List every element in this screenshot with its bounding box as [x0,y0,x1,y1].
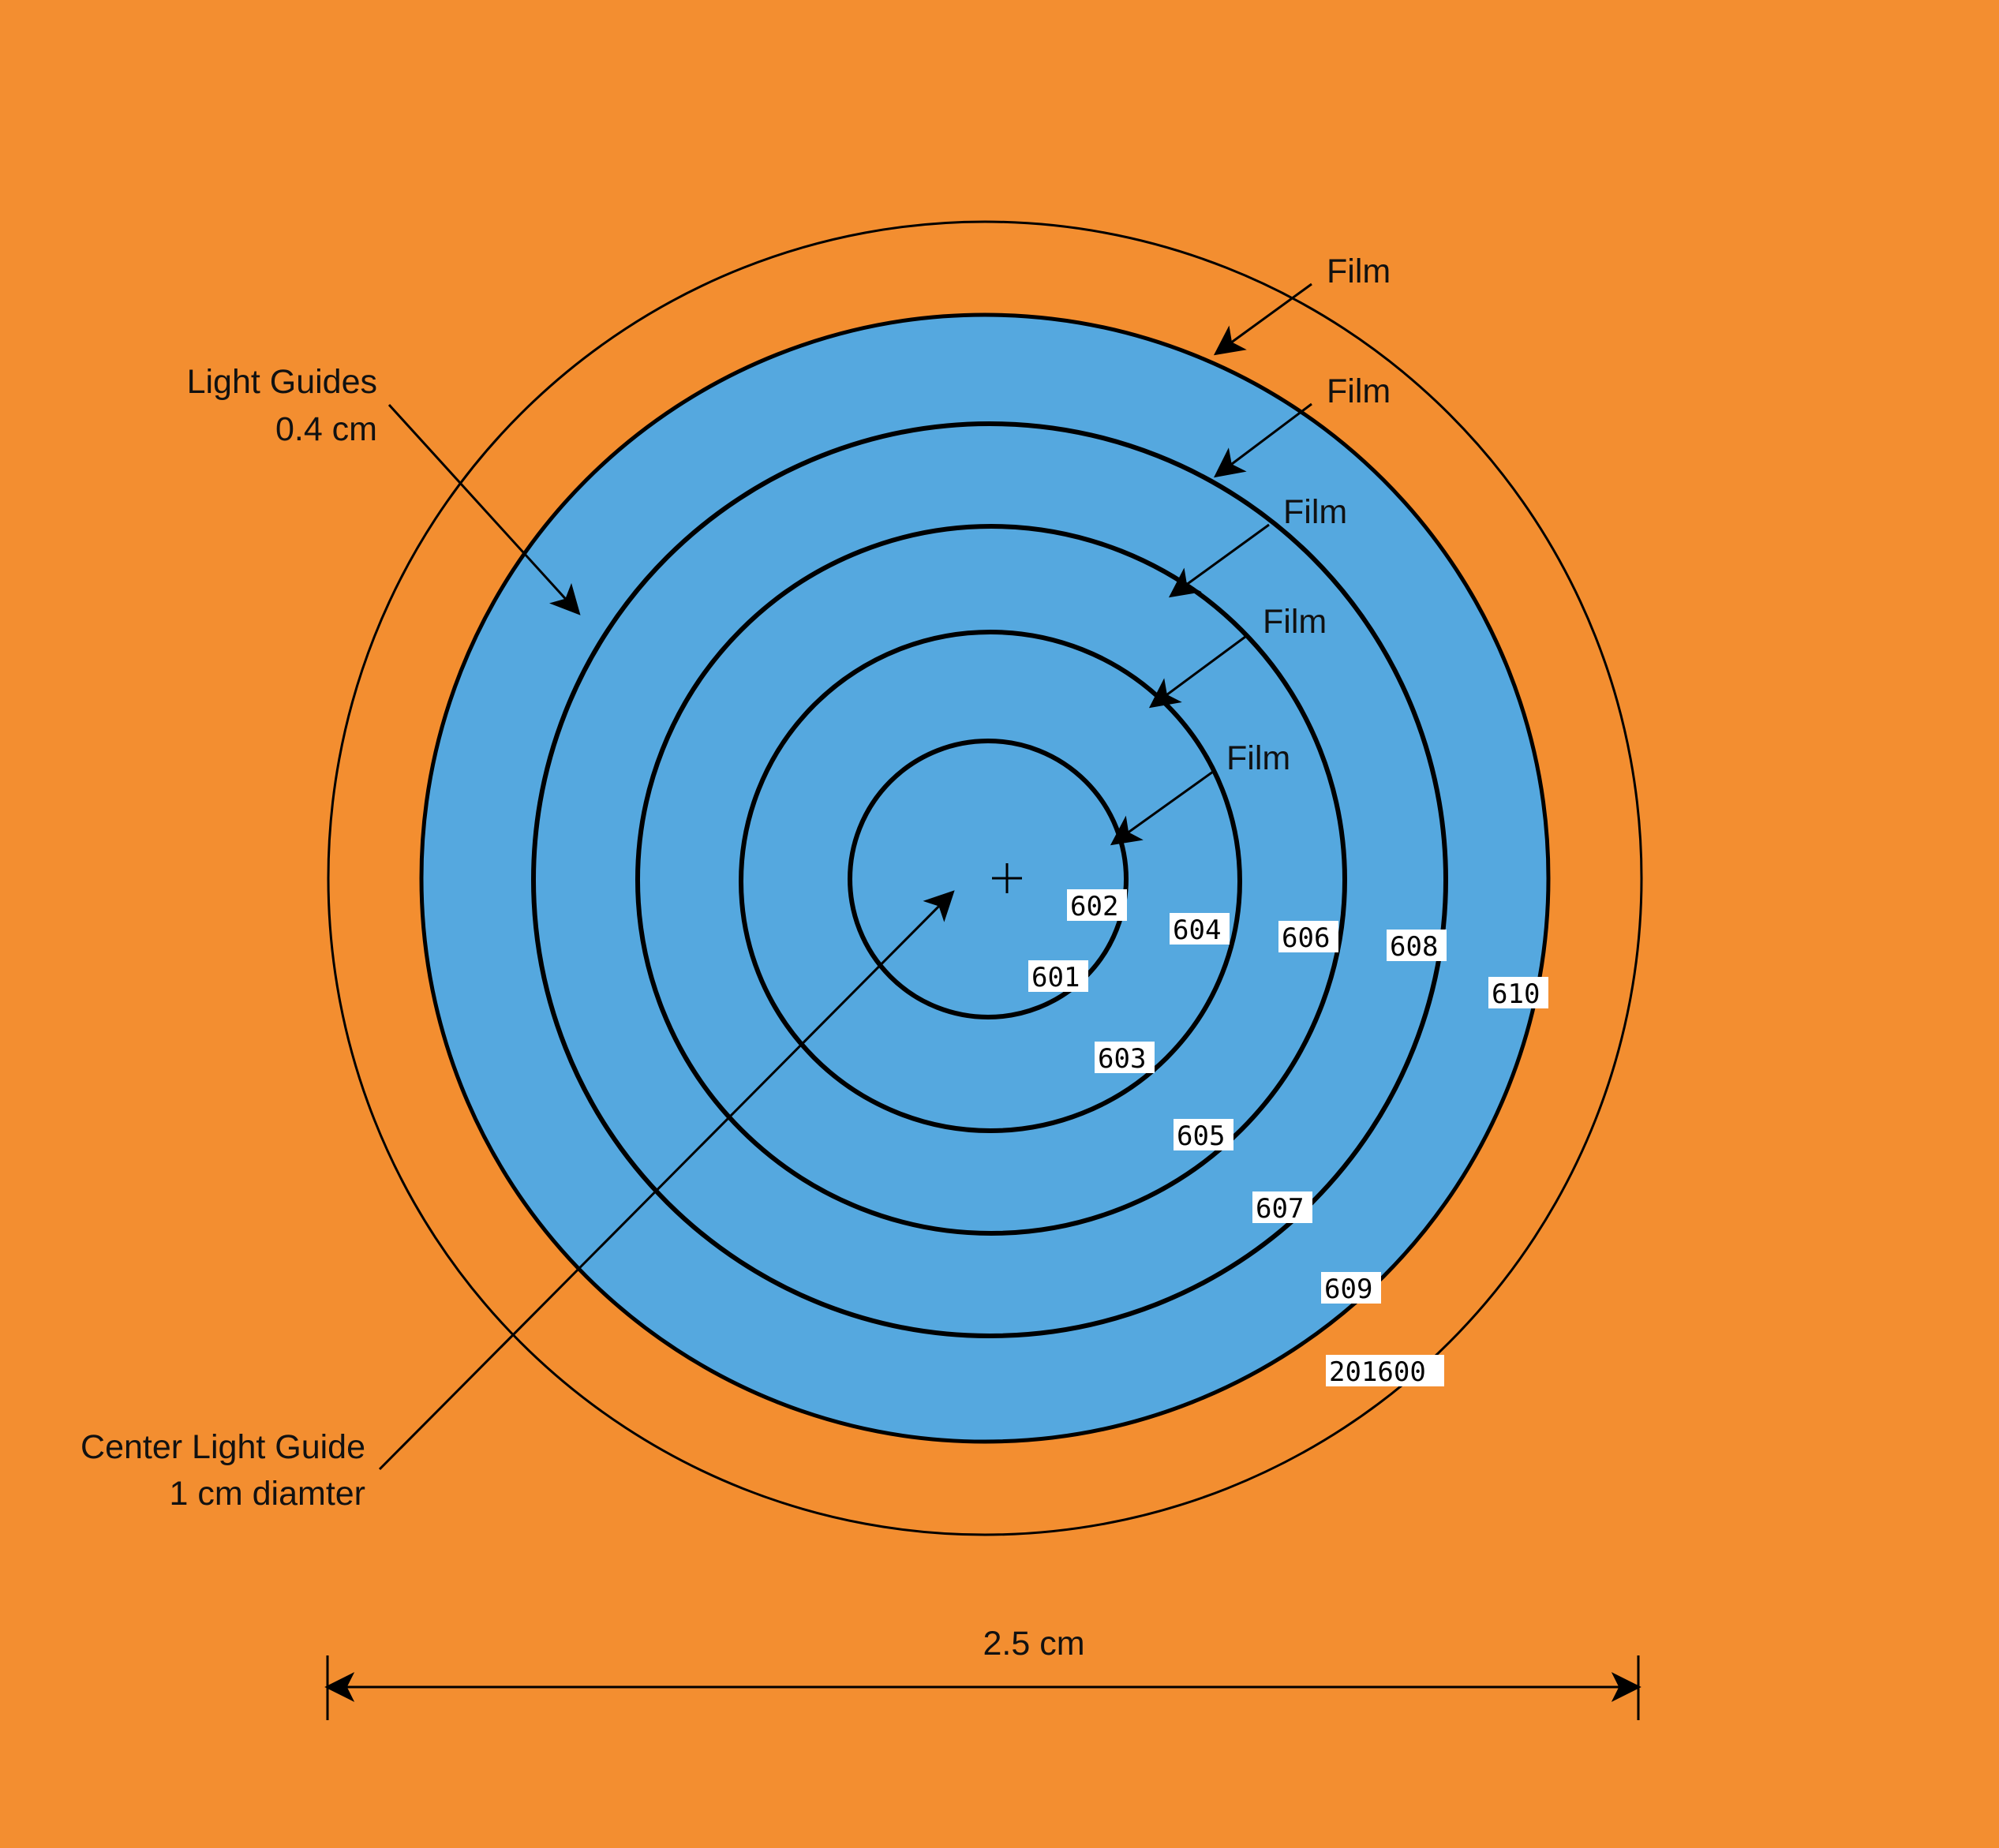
film-label-5: Film [1226,739,1290,777]
center-light-guide-label: Center Light Guide [80,1428,365,1466]
svg-text:606: 606 [1282,922,1330,954]
tag-201600: 201600 [1326,1355,1444,1388]
svg-text:602: 602 [1070,891,1118,922]
svg-text:201600: 201600 [1329,1356,1426,1388]
light-guides-arrow [387,403,581,615]
film-arrow-2 [1213,402,1312,478]
tag-606: 606 [1278,921,1338,954]
tag-605: 605 [1174,1119,1233,1152]
tag-609: 609 [1321,1272,1381,1305]
dimension-indicator [324,1655,1642,1720]
film-label-4: Film [1263,603,1327,641]
tag-604: 604 [1170,913,1230,946]
tag-603: 603 [1095,1042,1155,1075]
film-arrow-4 [1148,633,1249,709]
tag-602: 602 [1067,889,1127,922]
svg-text:603: 603 [1098,1043,1146,1075]
outer-boundary-ring [327,220,1643,1536]
center-cross-mark [992,863,1022,893]
film-arrow-1 [1213,282,1312,356]
dimension-label: 2.5 cm [983,1625,1084,1663]
light-guides-thickness-label: 0.4 cm [275,410,377,448]
svg-text:609: 609 [1324,1274,1372,1305]
film-label-1: Film [1327,253,1391,290]
film-label-3: Film [1283,493,1347,531]
film-label-2: Film [1327,372,1391,410]
svg-text:610: 610 [1492,978,1540,1010]
film-ring-4 [531,421,1448,1338]
light-guides-label: Light Guides [187,363,377,401]
svg-text:607: 607 [1256,1193,1304,1225]
film-arrow-3 [1168,523,1270,598]
film-arrow-5 [1110,770,1214,846]
tag-607: 607 [1252,1191,1312,1225]
tag-610: 610 [1488,977,1548,1010]
tag-601: 601 [1028,960,1088,993]
tag-608: 608 [1387,930,1447,963]
svg-text:604: 604 [1173,915,1221,946]
svg-text:605: 605 [1177,1120,1225,1152]
center-light-guide-diameter-label: 1 cm diamter [169,1475,365,1513]
svg-text:608: 608 [1390,931,1438,963]
svg-text:601: 601 [1031,962,1080,993]
film-ring-1 [848,739,1129,1019]
film-ring-3 [635,524,1347,1236]
film-ring-2 [739,630,1242,1133]
light-guide-disc [419,312,1551,1444]
center-light-guide-arrow [378,890,955,1471]
